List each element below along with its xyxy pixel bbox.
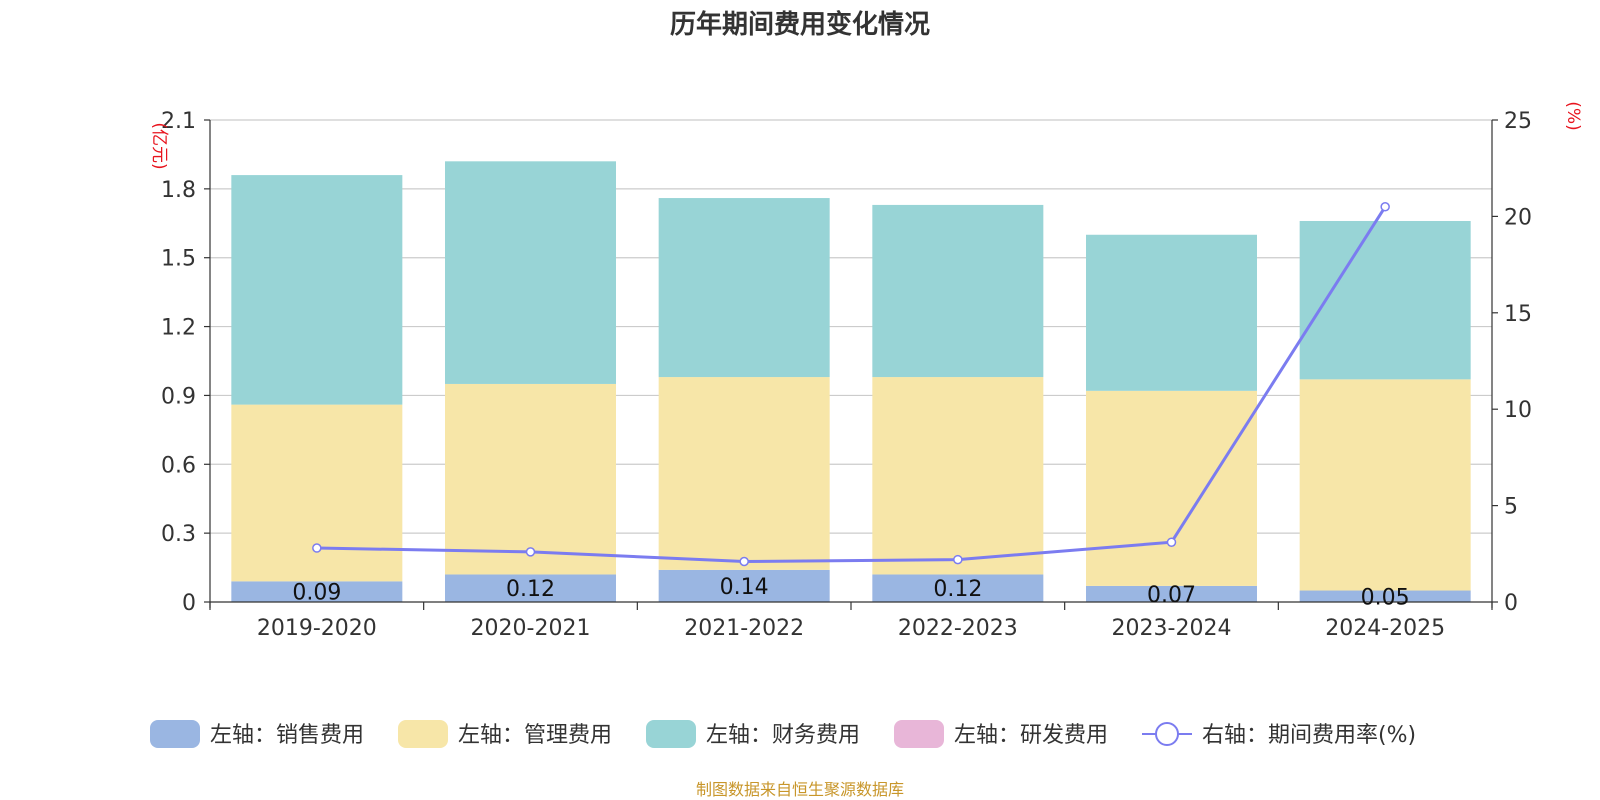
bar-segment bbox=[445, 574, 616, 602]
legend-label: 左轴：研发费用 bbox=[954, 723, 1108, 748]
rate-point bbox=[953, 554, 963, 565]
legend-marker bbox=[1155, 722, 1179, 746]
right-axis-tick-label: 15 bbox=[1504, 302, 1532, 327]
rate-line bbox=[312, 202, 1390, 567]
bar-value-label: 0.14 bbox=[720, 575, 769, 600]
rate-point bbox=[739, 556, 749, 567]
bar-value-label: 0.12 bbox=[933, 577, 982, 602]
bar-segment bbox=[1086, 585, 1257, 602]
left-axis-tick-label: 1.8 bbox=[161, 178, 196, 203]
left-axis-tick-label: 1.2 bbox=[161, 316, 196, 341]
left-axis-tick-label: 0.9 bbox=[161, 384, 196, 409]
rate-point bbox=[1166, 537, 1177, 547]
bar-value-label: 0.05 bbox=[1361, 585, 1410, 610]
bar-segment bbox=[1299, 220, 1471, 380]
rate-line-path bbox=[316, 205, 1387, 564]
bar-value-label: 0.07 bbox=[1147, 583, 1196, 608]
bar-segment bbox=[1086, 390, 1257, 586]
left-axis-unit: (亿元) bbox=[149, 122, 169, 169]
bar-value-label: 0.09 bbox=[292, 581, 341, 606]
left-axis-tick-label: 0.3 bbox=[161, 522, 196, 547]
right-axis-tick-label: 0 bbox=[1504, 591, 1518, 616]
chart-title: 历年期间费用变化情况 bbox=[670, 9, 930, 40]
bar-segment bbox=[231, 175, 403, 405]
rate-point bbox=[525, 547, 536, 557]
gridlines bbox=[210, 119, 1492, 534]
legend-label: 右轴：期间费用率(%) bbox=[1202, 723, 1416, 748]
x-axis-tick-label: 2021-2022 bbox=[684, 616, 804, 641]
data-labels: 0.09 0.12 0.14 0.12 0.07 0.05 bbox=[292, 575, 1409, 610]
bar-segment bbox=[231, 581, 403, 602]
legend-swatch bbox=[398, 720, 448, 748]
bar-segment bbox=[658, 569, 830, 602]
bar-segment bbox=[445, 383, 616, 575]
bar-segment bbox=[658, 377, 830, 570]
legend-label: 左轴：销售费用 bbox=[210, 723, 364, 748]
x-axis-tick-label: 2020-2021 bbox=[471, 616, 591, 641]
rate-point bbox=[312, 543, 322, 553]
right-axis-tick-label: 20 bbox=[1504, 205, 1532, 230]
right-axis-tick-label: 25 bbox=[1504, 109, 1532, 134]
bar-segment bbox=[872, 204, 1044, 378]
left-axis-tick-label: 0 bbox=[182, 591, 196, 616]
bar-segment bbox=[1299, 590, 1471, 602]
bar-segment bbox=[658, 198, 830, 378]
bar-segment bbox=[872, 574, 1044, 602]
bar-segment bbox=[445, 161, 616, 384]
right-axis-unit: (%) bbox=[1563, 101, 1583, 130]
bar-segment bbox=[872, 377, 1044, 575]
bar-segment bbox=[231, 404, 403, 582]
right-axis-tick-label: 5 bbox=[1504, 495, 1518, 520]
legend-swatch bbox=[646, 720, 696, 748]
data-source: 制图数据来自恒生聚源数据库 bbox=[696, 780, 904, 799]
bar-segment bbox=[1299, 379, 1471, 591]
legend: 左轴：销售费用 左轴：管理费用 左轴：财务费用 左轴：研发费用 右轴：期间费用率(%) bbox=[150, 720, 1416, 748]
legend-swatch bbox=[150, 720, 200, 748]
x-axis-tick-label: 2022-2023 bbox=[898, 616, 1018, 641]
legend-label: 左轴：财务费用 bbox=[706, 723, 860, 748]
x-axis-tick-label: 2019-2020 bbox=[257, 616, 377, 641]
right-axis-tick-label: 10 bbox=[1504, 398, 1532, 423]
left-axis-tick-label: 1.5 bbox=[161, 247, 196, 272]
axes: 0 0.3 0.6 0.9 1.2 1.5 1.8 2.1 0 5 10 15 20 25 2019-202… bbox=[161, 109, 1532, 641]
legend-label: 左轴：管理费用 bbox=[458, 723, 612, 748]
rate-point bbox=[1380, 202, 1390, 212]
legend-swatch bbox=[894, 720, 944, 748]
left-axis-tick-label: 2.1 bbox=[161, 109, 196, 134]
left-axis-tick-label: 0.6 bbox=[161, 453, 196, 478]
bars bbox=[231, 161, 1471, 602]
x-axis-tick-label: 2024-2025 bbox=[1325, 616, 1445, 641]
bar-segment bbox=[1086, 234, 1257, 391]
x-axis-tick-label: 2023-2024 bbox=[1112, 616, 1232, 641]
bar-value-label: 0.12 bbox=[506, 577, 555, 602]
